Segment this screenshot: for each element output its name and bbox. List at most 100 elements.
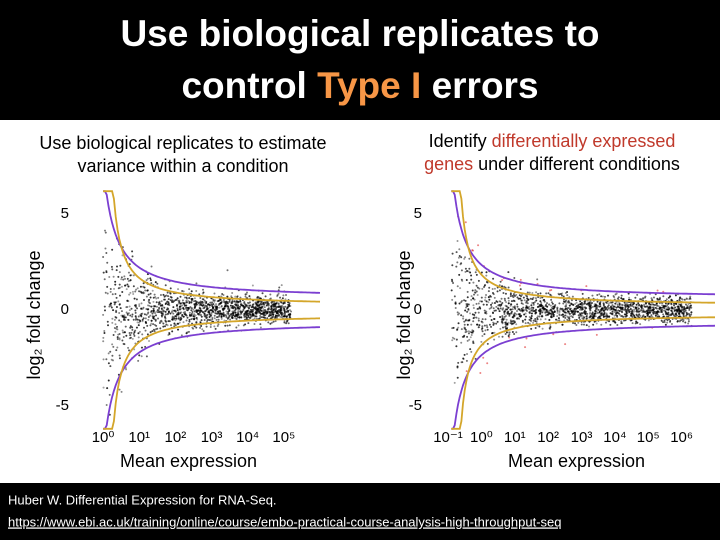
point bbox=[226, 307, 229, 310]
point bbox=[488, 286, 491, 289]
point bbox=[194, 300, 197, 303]
point bbox=[257, 296, 260, 299]
point bbox=[126, 283, 129, 286]
point bbox=[674, 306, 677, 309]
point bbox=[636, 293, 639, 296]
point bbox=[121, 329, 124, 332]
point bbox=[493, 309, 496, 312]
point bbox=[244, 311, 247, 314]
point bbox=[152, 296, 155, 299]
point bbox=[116, 346, 119, 349]
point bbox=[526, 299, 529, 302]
point bbox=[524, 315, 527, 318]
point bbox=[278, 286, 281, 289]
point bbox=[156, 309, 159, 312]
point bbox=[628, 308, 631, 311]
point bbox=[498, 284, 501, 287]
point bbox=[234, 306, 237, 309]
point bbox=[185, 308, 188, 311]
point bbox=[182, 302, 185, 305]
point bbox=[238, 315, 241, 318]
point bbox=[287, 309, 290, 312]
point bbox=[187, 330, 190, 333]
point bbox=[583, 316, 586, 319]
point bbox=[493, 331, 496, 334]
point bbox=[664, 305, 667, 308]
point bbox=[261, 292, 264, 295]
point bbox=[234, 311, 237, 314]
point bbox=[539, 292, 542, 295]
point bbox=[484, 318, 487, 321]
point bbox=[556, 315, 559, 318]
point bbox=[642, 297, 645, 300]
point bbox=[242, 305, 245, 308]
x-tick-label: 10⁻¹ bbox=[433, 429, 463, 446]
caption: Identify differentially expressed bbox=[429, 131, 676, 151]
point bbox=[550, 301, 553, 304]
point bbox=[102, 255, 105, 258]
point bbox=[281, 297, 284, 300]
point bbox=[525, 306, 528, 309]
threshold-curve bbox=[451, 324, 716, 430]
y-tick-label: -5 bbox=[409, 397, 422, 414]
point bbox=[155, 297, 158, 300]
point bbox=[261, 307, 264, 310]
point bbox=[516, 305, 519, 308]
point bbox=[255, 315, 258, 318]
point bbox=[531, 308, 534, 311]
point bbox=[270, 301, 273, 304]
link-text[interactable]: https://www.ebi.ac.uk/training/online/co… bbox=[8, 514, 562, 529]
point bbox=[652, 312, 655, 315]
point bbox=[215, 312, 218, 315]
point bbox=[234, 295, 237, 298]
point bbox=[677, 311, 680, 314]
point bbox=[537, 292, 540, 295]
point bbox=[144, 289, 147, 292]
point bbox=[132, 332, 135, 335]
point bbox=[109, 365, 112, 368]
point bbox=[227, 311, 230, 314]
point bbox=[192, 308, 195, 311]
point bbox=[631, 309, 634, 312]
point bbox=[678, 309, 681, 312]
point bbox=[624, 304, 627, 307]
point bbox=[179, 319, 182, 322]
point bbox=[605, 312, 608, 315]
point bbox=[127, 312, 130, 315]
point bbox=[127, 285, 130, 288]
point bbox=[237, 304, 240, 307]
point bbox=[189, 314, 192, 317]
point bbox=[529, 316, 532, 319]
point bbox=[116, 338, 119, 341]
link[interactable]: https://www.ebi.ac.uk/training/online/co… bbox=[8, 514, 562, 529]
point bbox=[266, 317, 269, 320]
point bbox=[488, 323, 491, 326]
point bbox=[596, 311, 599, 314]
point bbox=[117, 333, 120, 336]
point bbox=[663, 319, 666, 322]
point bbox=[227, 307, 230, 310]
point bbox=[226, 301, 229, 304]
point bbox=[498, 310, 501, 313]
point bbox=[457, 326, 460, 329]
caption-highlight: differentially expressed bbox=[492, 131, 676, 151]
point bbox=[615, 312, 618, 315]
point bbox=[678, 307, 681, 310]
point bbox=[469, 336, 472, 339]
point bbox=[467, 309, 470, 312]
point bbox=[178, 299, 181, 302]
point bbox=[147, 293, 150, 296]
point bbox=[673, 302, 676, 305]
point bbox=[588, 307, 591, 310]
point bbox=[663, 321, 666, 324]
point bbox=[595, 306, 598, 309]
point bbox=[118, 271, 121, 274]
point bbox=[162, 298, 165, 301]
point bbox=[212, 306, 215, 309]
point bbox=[556, 306, 559, 309]
point bbox=[131, 290, 134, 293]
point bbox=[477, 311, 480, 314]
point bbox=[518, 317, 521, 320]
point bbox=[564, 314, 567, 317]
point bbox=[186, 316, 189, 319]
